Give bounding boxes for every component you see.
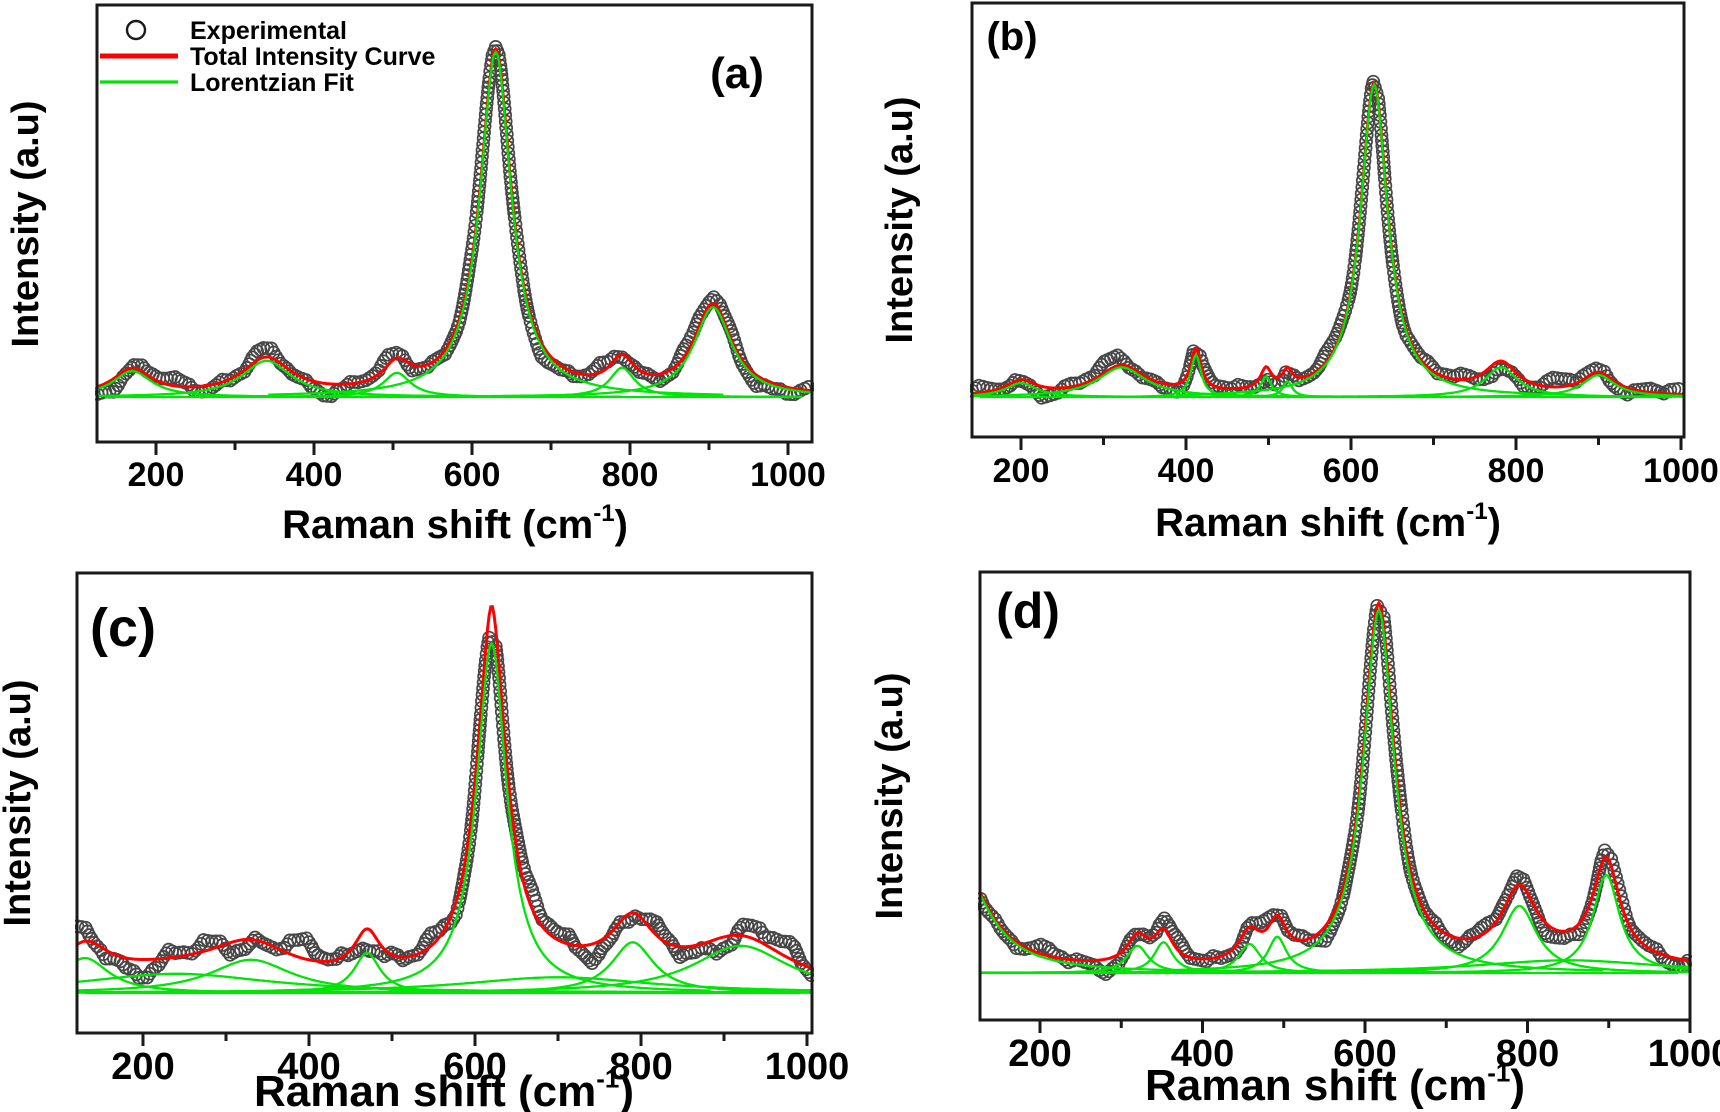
lorentzian-component [1154,607,1604,972]
lorentzian-component [1360,373,1683,398]
plot-box [978,570,1692,1022]
panel-a: 200 400 600 800 1000 Raman shift (cm-1) Intens… [0,0,860,556]
total-intensity-curve [979,600,1690,963]
spectrum-plot-d: 200 400 600 800 1000 Raman shift (cm-1) Intens… [869,570,1720,1110]
x-axis-ticks [154,442,790,455]
experimental-point [611,350,626,364]
y-axis-title: Intensity (a.u) [5,100,47,347]
experimental-point [1172,934,1187,949]
x-tick-label: 600 [443,1046,506,1088]
panel-letter: (d) [996,583,1060,639]
x-tick-label: 200 [993,452,1050,490]
experimental-point [761,930,776,945]
experimental-point [542,917,556,932]
x-tick-label: 400 [1158,452,1215,490]
x-axis-ticks [1019,437,1683,450]
experimental-point [421,929,436,944]
experimental-point [785,937,799,952]
total-intensity-curve [96,46,811,393]
experimental-point [1157,911,1172,926]
x-axis-title: Raman shift (cm-1) [254,1064,634,1112]
y-axis-title: Intensity (a.u) [0,679,39,926]
x-axis-title: Raman shift (cm-1) [1145,1058,1525,1110]
x-tick-label: 800 [1488,452,1545,490]
panel-letter: (a) [710,49,764,98]
x-tick-label: 800 [602,456,659,494]
experimental-point [1638,936,1653,950]
experimental-point [712,944,727,959]
plot-box [75,571,814,1035]
x-tick-label: 400 [277,1046,340,1088]
experimental-point [740,918,755,932]
x-tick-label: 400 [286,456,343,494]
legend-label: Lorentzian Fit [190,69,355,97]
lorentzian-fit-curves [979,607,1690,975]
lorentzian-component [980,959,1690,974]
lorentzian-component [77,944,812,994]
plot-box [95,3,814,444]
x-tick-label: 600 [1323,452,1380,490]
experimental-point [1477,918,1492,933]
x-tick-label: 1000 [1643,452,1719,490]
x-axis-title: Raman shift (cm-1) [1155,498,1501,545]
lorentzian-fit-curves [76,641,812,995]
experimental-point [1132,367,1146,382]
x-tick-label: 200 [128,456,185,494]
lorentzian-component [1265,904,1690,974]
total-intensity-path [979,600,1690,963]
experimental-point [517,861,531,876]
lorentzian-component [1176,82,1573,396]
x-tick-label: 1000 [765,1046,850,1088]
experimental-point [220,944,235,959]
experimental-point [1287,368,1301,383]
panel-letter: (b) [986,15,1037,59]
experimental-points [970,74,1686,405]
panel-d: 200 400 600 800 1000 Raman shift (cm-1) Intens… [860,556,1720,1112]
experimental-point [782,934,797,949]
spectrum-plot-b: 200 400 600 800 1000 Raman shift (cm-1) Intens… [879,1,1719,545]
legend-label: Total Intensity Curve [190,43,436,71]
panel-letter: (c) [90,598,156,658]
total-intensity-curve [76,604,812,970]
x-tick-label: 800 [1496,1033,1559,1075]
lorentzian-component [268,49,724,396]
x-tick-label: 600 [1333,1033,1396,1075]
x-tick-label: 400 [1171,1033,1234,1075]
legend-experimental-marker [125,19,147,41]
y-axis-title: Intensity (a.u) [879,96,921,343]
total-intensity-path [96,46,811,393]
lorentzian-fit-curves [972,82,1683,399]
spectrum-plot-a: 200 400 600 800 1000 Raman shift (cm-1) Intens… [5,3,826,547]
x-tick-label: 200 [111,1046,174,1088]
plot-box [970,1,1686,439]
experimental-point [215,938,230,952]
experimental-point [1485,369,1499,384]
experimental-point [419,933,433,947]
x-tick-label: 1000 [750,456,826,494]
x-tick-label: 800 [609,1046,672,1088]
experimental-points [978,598,1692,982]
legend-label: Experimental [190,17,347,45]
lorentzian-fit-curves [97,49,811,399]
x-axis-title: Raman shift (cm-1) [282,500,628,547]
total-intensity-path [76,604,812,970]
panel-b: 200 400 600 800 1000 Raman shift (cm-1) Intens… [860,0,1720,556]
experimental-point [402,360,417,375]
x-axis-ticks [141,1033,809,1046]
panel-c: 200 400 600 800 1000 Raman shift (cm-1) Intens… [0,556,860,1112]
lorentzian-component [1411,873,1690,974]
spectrum-plot-c: 200 400 600 800 1000 Raman shift (cm-1) Intens… [0,571,850,1112]
experimental-point [585,956,599,970]
lorentzian-component [438,305,811,398]
x-tick-label: 1000 [1648,1033,1720,1075]
lorentzian-component [272,641,711,992]
x-tick-label: 200 [1008,1033,1071,1075]
lorentzian-component [1263,366,1683,398]
x-tick-label: 600 [444,456,501,494]
x-axis-ticks [1038,1020,1692,1033]
experimental-point [136,970,150,985]
y-axis-title: Intensity (a.u) [869,672,911,919]
